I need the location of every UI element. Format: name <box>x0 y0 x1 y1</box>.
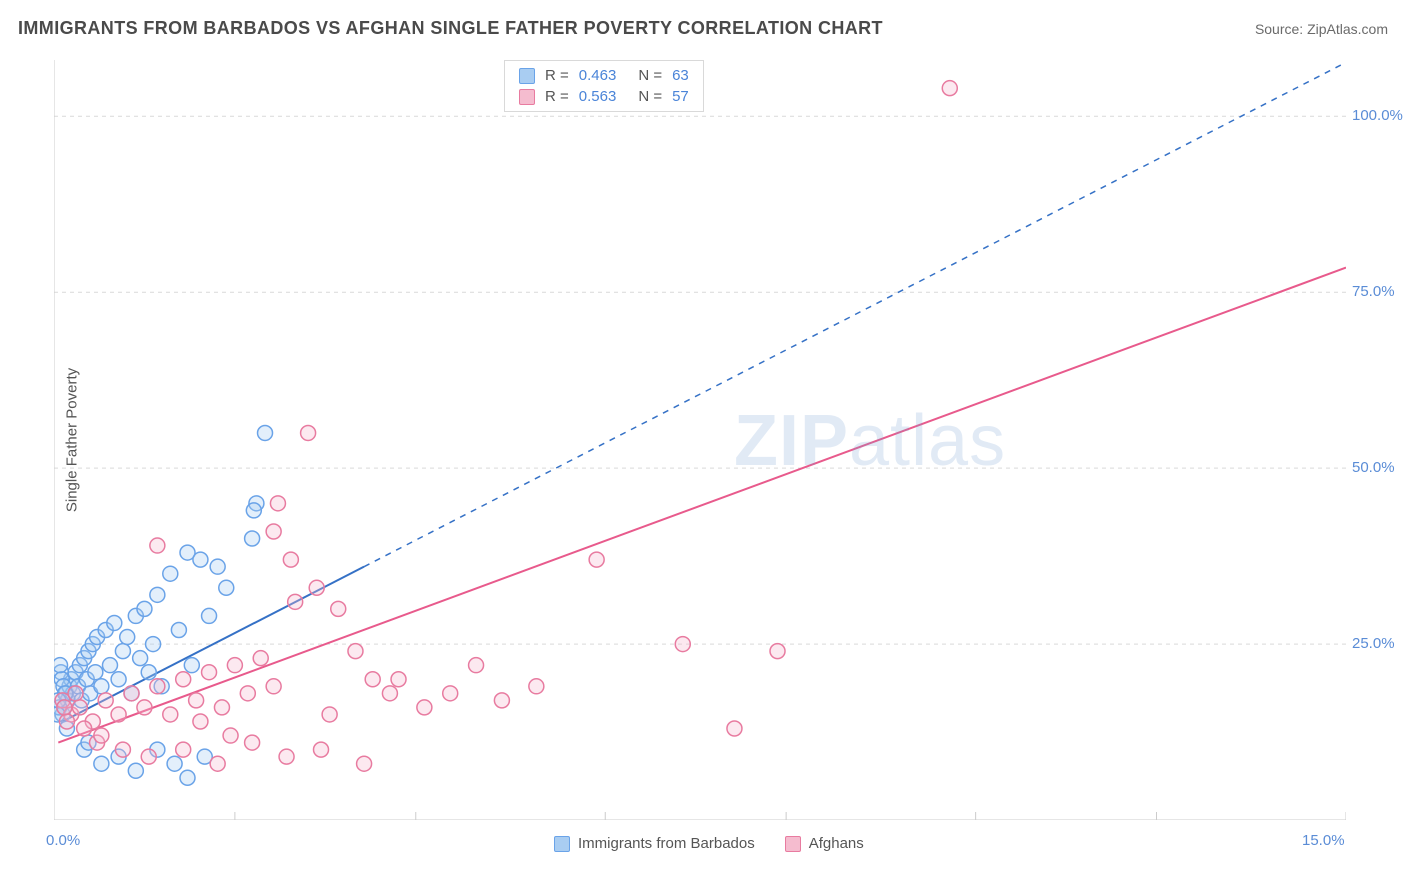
legend-swatch <box>519 68 535 84</box>
axis-tick-label: 0.0% <box>46 832 80 849</box>
n-label: N = <box>638 67 662 84</box>
r-label: R = <box>545 67 569 84</box>
correlation-legend-row: R = 0.463 N = 63 <box>519 67 689 84</box>
series-legend: Immigrants from Barbados Afghans <box>554 835 864 852</box>
r-value: 0.563 <box>579 88 617 105</box>
r-label: R = <box>545 88 569 105</box>
axis-tick-label: 15.0% <box>1302 832 1345 849</box>
chart-title: IMMIGRANTS FROM BARBADOS VS AFGHAN SINGL… <box>18 18 883 39</box>
correlation-legend-row: R = 0.563 N = 57 <box>519 88 689 105</box>
correlation-legend: R = 0.463 N = 63 R = 0.563 N = 57 <box>504 60 704 112</box>
y-axis-label: Single Father Poverty <box>64 368 81 512</box>
n-label: N = <box>638 88 662 105</box>
chart-header: IMMIGRANTS FROM BARBADOS VS AFGHAN SINGL… <box>18 18 1388 39</box>
scatter-chart <box>54 60 1346 820</box>
n-value: 63 <box>672 67 689 84</box>
legend-swatch <box>519 89 535 105</box>
series-name: Afghans <box>809 835 864 852</box>
axis-tick-label: 50.0% <box>1352 459 1395 476</box>
axis-tick-label: 75.0% <box>1352 283 1395 300</box>
source-name: ZipAtlas.com <box>1307 21 1388 37</box>
legend-swatch <box>785 836 801 852</box>
source-prefix: Source: <box>1255 21 1307 37</box>
legend-swatch <box>554 836 570 852</box>
series-legend-item: Afghans <box>785 835 864 852</box>
series-legend-item: Immigrants from Barbados <box>554 835 755 852</box>
axis-tick-label: 100.0% <box>1352 107 1403 124</box>
axis-tick-label: 25.0% <box>1352 635 1395 652</box>
chart-area: Single Father Poverty ZIPatlas R = 0.463… <box>54 60 1346 820</box>
n-value: 57 <box>672 88 689 105</box>
series-name: Immigrants from Barbados <box>578 835 755 852</box>
r-value: 0.463 <box>579 67 617 84</box>
source-attribution: Source: ZipAtlas.com <box>1255 21 1388 37</box>
